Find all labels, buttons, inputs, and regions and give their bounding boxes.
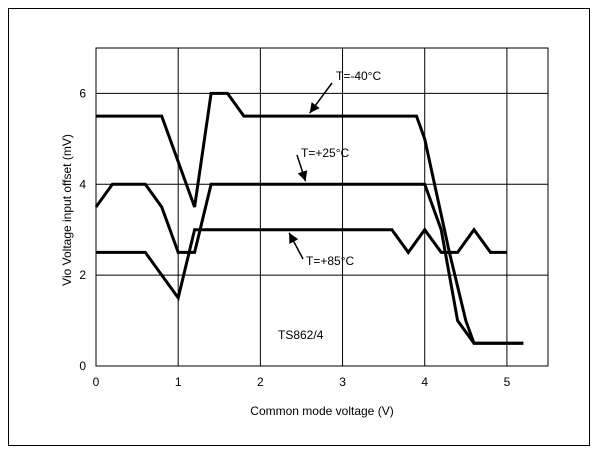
- series-line-t-plus25: [94, 182, 524, 345]
- y-tick-label: 6: [79, 86, 86, 100]
- x-tick-label: 5: [504, 375, 511, 389]
- series-lines: [94, 91, 524, 345]
- arrow-t-plus85-head: [289, 232, 299, 244]
- plot-area: [95, 47, 549, 367]
- x-tick-label: 1: [175, 375, 182, 389]
- series-line-t-minus40: [96, 91, 524, 345]
- grid: [96, 48, 548, 366]
- x-axis-label: Common mode voltage (V): [250, 404, 393, 418]
- y-axis-label: Vio Voltage input offset (mV): [60, 134, 74, 286]
- annotation-t-plus25: T=+25°C: [301, 146, 349, 160]
- y-tick-labels: 0 2 4 6: [79, 86, 86, 373]
- arrow-t-minus40-head: [309, 102, 320, 114]
- x-tick-label: 3: [339, 375, 346, 389]
- annotation-t-plus85: T=+85°C: [306, 254, 354, 268]
- y-tick-label: 0: [79, 359, 86, 373]
- series-line-t-plus85: [96, 227, 507, 302]
- arrow-t-plus25-head: [297, 170, 308, 182]
- y-tick-label: 4: [79, 177, 86, 191]
- x-tick-label: 2: [257, 375, 264, 389]
- x-tick-label: 0: [93, 375, 100, 389]
- annotation-t-minus40: T=-40°C: [336, 69, 381, 83]
- y-tick-label: 2: [79, 268, 86, 282]
- x-tick-labels: 0 1 2 3 4 5: [93, 375, 511, 389]
- annotation-arrows: [288, 82, 333, 260]
- x-tick-label: 4: [421, 375, 428, 389]
- annotation-model: TS862/4: [278, 328, 324, 342]
